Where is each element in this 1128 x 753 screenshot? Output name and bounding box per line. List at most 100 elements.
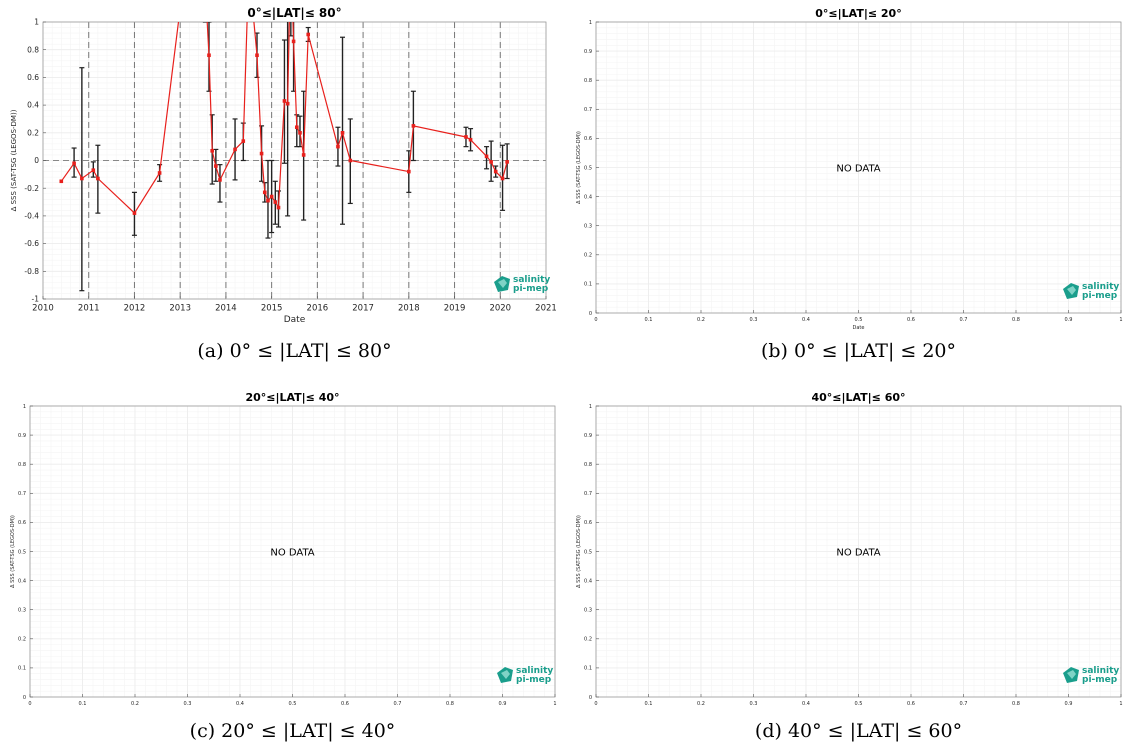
y-tick-label: 0.4	[27, 101, 39, 110]
x-tick-label: 1	[553, 701, 556, 707]
y-tick-label: 0.6	[18, 520, 26, 526]
y-tick-label: 0.5	[584, 549, 592, 555]
data-point	[282, 99, 287, 103]
y-tick-label: 0.1	[584, 282, 592, 288]
logo-line2: pi-mep	[1082, 291, 1118, 301]
x-tick-label: 0.1	[645, 701, 653, 707]
y-tick-label: 0.2	[18, 637, 26, 643]
figure-caption: (c) 20° ≤ |LAT| ≤ 40°	[190, 720, 396, 742]
y-tick-label: -0.8	[24, 267, 39, 276]
data-point	[348, 158, 353, 163]
x-tick-label: 0.4	[802, 701, 810, 707]
data-point	[214, 164, 218, 168]
y-tick-label: 0.7	[584, 491, 592, 497]
y-tick-label: 0.2	[584, 637, 592, 643]
logo-highlight-icon	[498, 279, 507, 288]
data-point	[464, 135, 468, 139]
data-point	[262, 190, 267, 195]
x-tick-label: 0.1	[645, 317, 653, 323]
data-point	[336, 144, 340, 149]
logo-line2: pi-mep	[1082, 675, 1118, 685]
data-point	[484, 154, 489, 159]
logo-line1: salinity	[513, 275, 550, 285]
x-tick-label: 0	[28, 701, 31, 707]
y-tick-label: 0.4	[584, 578, 592, 584]
y-tick-label: 0.8	[18, 462, 26, 468]
y-tick-label: 0	[34, 156, 39, 165]
no-data-message: NO DATA	[270, 548, 314, 559]
x-tick-label: 0.5	[289, 701, 297, 707]
data-point	[132, 211, 137, 215]
chart-title: 0°≤|LAT|≤ 80°	[247, 6, 341, 20]
chart-title: 0°≤|LAT|≤ 20°	[815, 7, 901, 20]
x-tick-label: 0.6	[907, 701, 915, 707]
y-tick-label: 0.5	[18, 549, 26, 555]
y-axis-label: Δ SSS (SAT-TSG (LEGOS-DM))	[576, 131, 582, 204]
y-tick-label: 0.9	[584, 49, 592, 55]
x-tick-label: 2017	[352, 304, 374, 314]
x-tick-label: 0.1	[79, 701, 87, 707]
x-tick-label: 0.2	[697, 701, 705, 707]
y-tick-label: 0	[589, 311, 592, 317]
x-tick-label: 0.8	[1012, 701, 1020, 707]
x-tick-label: 0.6	[341, 701, 349, 707]
figure-caption: (d) 40° ≤ |LAT| ≤ 60°	[755, 720, 962, 742]
data-point	[306, 32, 311, 37]
y-tick-label: 0.3	[18, 607, 26, 613]
logo-line1: salinity	[516, 666, 553, 676]
chart-panel-b: 0 0.1 0.2 0.3 0.4 0.5 0.6 0.7 0.8 0.9 1 0 0.1 0.2 0.3 0…	[576, 7, 1123, 362]
salinity-pi-mep-logo-icon	[497, 667, 513, 683]
x-tick-label: 2014	[215, 304, 237, 314]
y-tick-label: 0.1	[18, 666, 26, 672]
y-tick-label: 0.2	[27, 128, 39, 137]
data-point	[411, 124, 416, 128]
chart-panel-d: 0 0.1 0.2 0.3 0.4 0.5 0.6 0.7 0.8 0.9 1 0 0.1 0.2 0.3 0…	[576, 391, 1123, 742]
x-tick-label: 0.9	[499, 701, 507, 707]
x-tick-label: 2012	[124, 304, 146, 314]
data-point	[210, 149, 214, 153]
x-tick-label: 2015	[261, 304, 283, 314]
x-tick-label: 0.5	[855, 317, 863, 323]
y-tick-label: 0.8	[584, 78, 592, 84]
logo-line1: salinity	[1082, 282, 1119, 292]
x-tick-label: 0.4	[236, 701, 244, 707]
x-tick-label: 2020	[489, 304, 511, 314]
x-tick-label: 0.7	[960, 701, 968, 707]
data-point	[493, 169, 498, 174]
x-tick-label: 2021	[535, 304, 557, 314]
x-tick-label: 0.8	[1012, 317, 1020, 323]
y-tick-label: 1	[34, 18, 39, 27]
salinity-pi-mep-logo-icon	[494, 276, 510, 292]
y-tick-label: -0.2	[24, 184, 39, 193]
data-point	[96, 176, 100, 181]
x-tick-label: 2013	[169, 304, 191, 314]
x-tick-label: 0.9	[1065, 701, 1073, 707]
chart-title: 40°≤|LAT|≤ 60°	[811, 391, 905, 404]
y-tick-label: -0.4	[24, 212, 39, 221]
y-axis-label: Δ SSS (SAT-TSG (LEGOS-DM))	[10, 515, 16, 588]
data-point	[407, 169, 411, 174]
y-tick-label: 0.4	[18, 578, 26, 584]
x-tick-label: 0.2	[131, 701, 139, 707]
data-point	[218, 178, 222, 182]
y-tick-label: 0.5	[584, 165, 592, 171]
series-group	[59, 22, 510, 292]
x-tick-label: 0.7	[960, 317, 968, 323]
y-tick-label: 0.1	[584, 666, 592, 672]
y-tick-label: 0	[589, 695, 592, 701]
y-tick-label: 0.7	[584, 107, 592, 113]
chart-title: 20°≤|LAT|≤ 40°	[245, 391, 339, 404]
x-tick-label: 0.6	[907, 317, 915, 323]
x-tick-label: 0.3	[750, 701, 758, 707]
x-tick-label: 2018	[398, 304, 420, 314]
logo-line2: pi-mep	[513, 284, 549, 294]
data-point	[266, 198, 270, 203]
x-tick-label: 0.2	[697, 317, 705, 323]
data-point	[259, 151, 264, 156]
y-tick-label: 1	[23, 404, 26, 410]
y-tick-label: 0.2	[584, 253, 592, 259]
